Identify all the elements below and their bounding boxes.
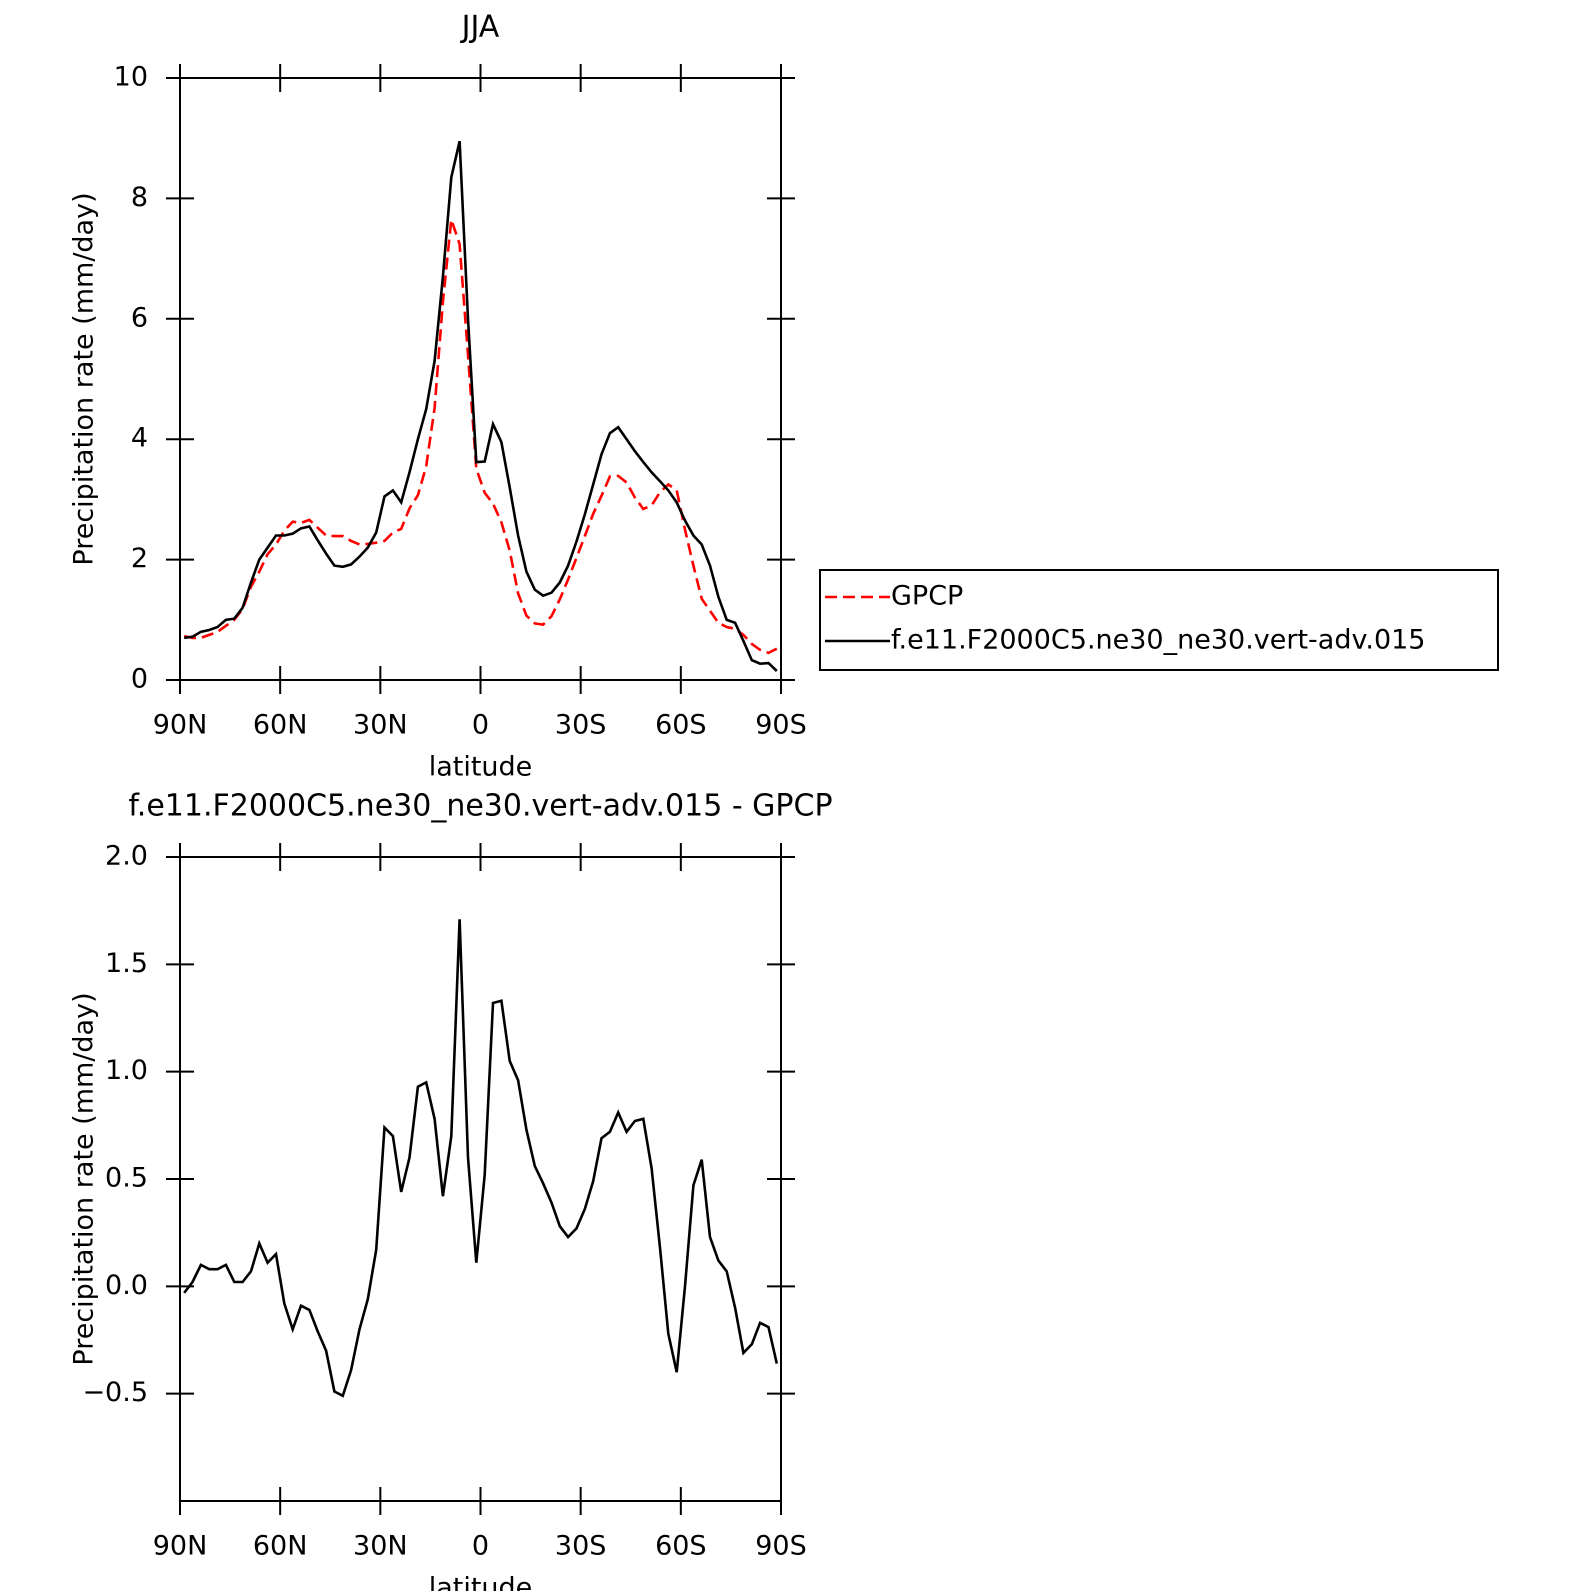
y-tick-label: 8 bbox=[131, 182, 148, 213]
y-tick-label: 6 bbox=[131, 302, 148, 333]
x-tick-label: 90N bbox=[153, 710, 208, 741]
x-tick-label: 60N bbox=[253, 1531, 308, 1562]
y-tick-label: 1.0 bbox=[105, 1055, 148, 1086]
data-line bbox=[183, 919, 779, 1398]
y-tick-label: 10 bbox=[114, 62, 148, 93]
y-tick-label: −0.5 bbox=[82, 1377, 148, 1408]
x-tick-label: 60S bbox=[655, 710, 707, 741]
y-axis-label: Precipitation rate (mm/day) bbox=[69, 992, 100, 1365]
x-tick-label: 0 bbox=[472, 710, 489, 741]
x-tick-label: 60N bbox=[253, 710, 308, 741]
y-tick-label: 0.0 bbox=[105, 1270, 148, 1301]
y-tick-label: 0 bbox=[131, 664, 148, 695]
x-tick-label: 30N bbox=[353, 710, 408, 741]
legend-label: GPCP bbox=[891, 581, 963, 612]
x-tick-label: 30S bbox=[555, 1531, 607, 1562]
x-tick-label: 30S bbox=[555, 710, 607, 741]
plot-frame bbox=[179, 77, 782, 681]
x-tick-label: 0 bbox=[472, 1531, 489, 1562]
x-tick-label: 60S bbox=[655, 1531, 707, 1562]
y-tick-label: 2.0 bbox=[105, 841, 148, 872]
y-tick-label: 1.5 bbox=[105, 948, 148, 979]
y-tick-label: 2 bbox=[131, 543, 148, 574]
chart-title: f.e11.F2000C5.ne30_ne30.vert-adv.015 - G… bbox=[128, 789, 832, 824]
y-tick-label: 0.5 bbox=[105, 1163, 148, 1194]
x-tick-label: 90S bbox=[755, 1531, 807, 1562]
data-line bbox=[184, 140, 778, 672]
x-tick-label: 90N bbox=[153, 1531, 208, 1562]
y-tick-label: 4 bbox=[131, 423, 148, 454]
x-tick-label: 90S bbox=[755, 710, 807, 741]
x-tick-label: 30N bbox=[353, 1531, 408, 1562]
chart-title: JJA bbox=[460, 10, 500, 45]
y-axis-label: Precipitation rate (mm/day) bbox=[69, 192, 100, 565]
data-line bbox=[183, 219, 778, 655]
plot-frame bbox=[179, 856, 782, 1502]
x-axis-label: latitude bbox=[429, 752, 533, 783]
legend-label: f.e11.F2000C5.ne30_ne30.vert-adv.015 bbox=[891, 625, 1425, 656]
x-axis-label: latitude bbox=[429, 1573, 533, 1591]
legend-box bbox=[819, 569, 1499, 671]
